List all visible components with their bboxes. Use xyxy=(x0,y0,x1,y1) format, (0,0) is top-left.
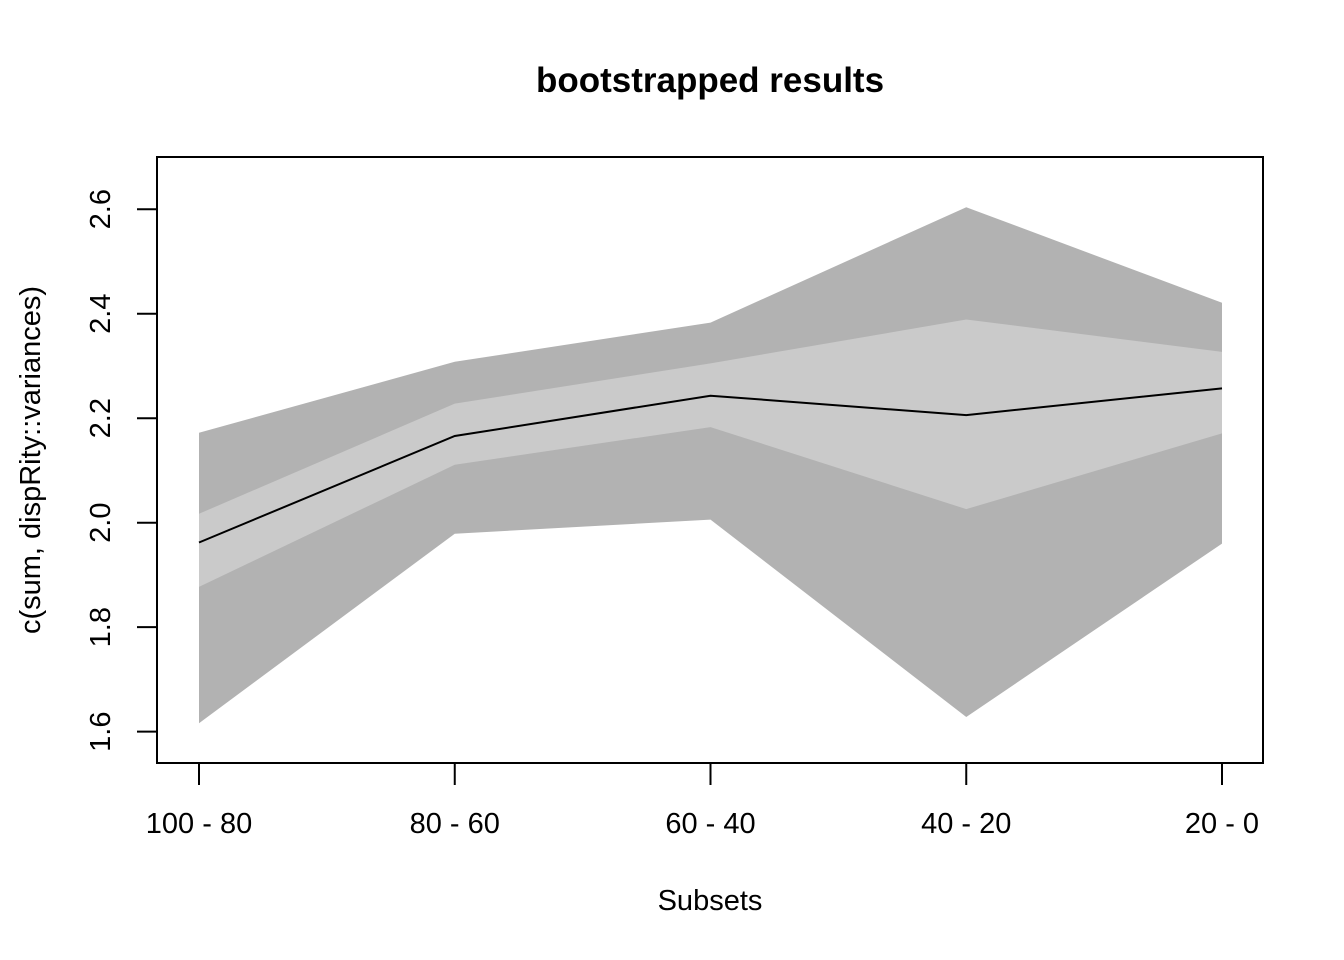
x-tick-label: 40 - 20 xyxy=(921,808,1011,840)
y-axis-label: c(sum, dispRity::variances) xyxy=(15,286,47,634)
y-tick-label: 2.0 xyxy=(85,503,117,543)
y-tick-label: 2.2 xyxy=(85,398,117,438)
chart-title: bootstrapped results xyxy=(536,61,884,100)
x-axis-label: Subsets xyxy=(658,885,763,917)
x-tick-label: 60 - 40 xyxy=(665,808,755,840)
y-tick-label: 1.8 xyxy=(85,607,117,647)
x-axis: 100 - 80 80 - 60 60 - 40 40 - 20 20 - 0 xyxy=(146,763,1259,840)
y-tick-label: 2.4 xyxy=(85,294,117,334)
median-line xyxy=(198,387,1223,544)
x-tick-label: 20 - 0 xyxy=(1185,808,1259,840)
median-layer xyxy=(198,387,1223,544)
x-tick-label: 80 - 60 xyxy=(410,808,500,840)
x-tick-label: 100 - 80 xyxy=(146,808,252,840)
interval-bands xyxy=(199,207,1222,724)
y-axis: 1.6 1.8 2.0 2.2 2.4 2.6 xyxy=(85,189,158,752)
inner-interval-band xyxy=(199,319,1222,587)
y-tick-label: 2.6 xyxy=(85,189,117,229)
y-tick-label: 1.6 xyxy=(85,712,117,752)
